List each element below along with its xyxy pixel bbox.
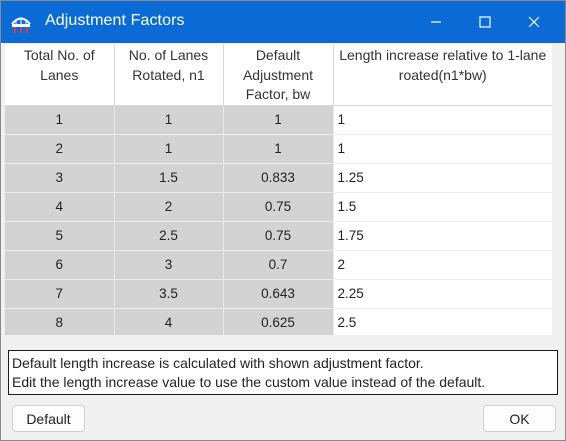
lanes-rotated-cell: 2.5: [114, 221, 224, 251]
bridge-app-icon: [10, 12, 32, 34]
table-row: 7 3.5 0.643 2.25: [5, 279, 552, 309]
window-title: Adjustment Factors: [45, 12, 185, 29]
length-increase-cell[interactable]: 2.25: [333, 279, 552, 309]
header-row: Total No. of Lanes No. of Lanes Rotated,…: [5, 44, 552, 106]
total-lanes-cell: 5: [5, 221, 115, 251]
info-message-line: Edit the length increase value to use th…: [12, 374, 486, 390]
lanes-rotated-cell: 1: [114, 134, 224, 164]
maximize-icon: [479, 16, 491, 28]
title-bar[interactable]: Adjustment Factors: [1, 1, 565, 43]
total-lanes-cell: 2: [5, 134, 115, 164]
ok-button[interactable]: OK: [483, 405, 556, 432]
column-header-lanes-rotated[interactable]: No. of Lanes Rotated, n1: [114, 44, 224, 106]
close-icon: [528, 16, 540, 28]
close-button[interactable]: [511, 1, 557, 43]
factors-table: Total No. of Lanes No. of Lanes Rotated,…: [5, 44, 552, 335]
maximize-button[interactable]: [462, 1, 508, 43]
lanes-rotated-cell: 3: [114, 250, 224, 280]
minimize-button[interactable]: [413, 1, 459, 43]
minimize-icon: [431, 21, 441, 23]
adjustment-factor-cell: 0.75: [223, 221, 334, 251]
table-row: 3 1.5 0.833 1.25: [5, 163, 552, 193]
length-increase-cell[interactable]: 1.25: [333, 163, 552, 193]
table-row: 2 1 1 1: [5, 134, 552, 164]
adjustment-factor-cell: 1: [223, 134, 334, 164]
default-button[interactable]: Default: [12, 405, 85, 432]
lanes-rotated-cell: 2: [114, 192, 224, 222]
adjustment-factor-cell: 0.833: [223, 163, 334, 193]
length-increase-cell[interactable]: 1.75: [333, 221, 552, 251]
adjustment-factor-cell: 0.75: [223, 192, 334, 222]
lanes-rotated-cell: 1.5: [114, 163, 224, 193]
length-increase-cell[interactable]: 1.5: [333, 192, 552, 222]
total-lanes-cell: 6: [5, 250, 115, 280]
length-increase-cell[interactable]: 2.5: [333, 308, 552, 335]
total-lanes-cell: 8: [5, 308, 115, 335]
adjustment-factor-cell: 0.625: [223, 308, 334, 335]
column-header-adjustment-factor[interactable]: Default Adjustment Factor, bw: [223, 44, 334, 106]
length-increase-cell[interactable]: 2: [333, 250, 552, 280]
table-row: 6 3 0.7 2: [5, 250, 552, 280]
table-row: 4 2 0.75 1.5: [5, 192, 552, 222]
total-lanes-cell: 3: [5, 163, 115, 193]
total-lanes-cell: 4: [5, 192, 115, 222]
lanes-rotated-cell: 3.5: [114, 279, 224, 309]
column-header-total-lanes[interactable]: Total No. of Lanes: [5, 44, 115, 106]
column-header-length-increase[interactable]: Length increase relative to 1-lane roate…: [333, 44, 552, 106]
length-increase-cell[interactable]: 1: [333, 134, 552, 164]
total-lanes-cell: 7: [5, 279, 115, 309]
table-row: 8 4 0.625 2.5: [5, 308, 552, 335]
info-message-line: Default length increase is calculated wi…: [12, 355, 424, 371]
adjustment-factors-grid[interactable]: Total No. of Lanes No. of Lanes Rotated,…: [5, 44, 552, 335]
lanes-rotated-cell: 4: [114, 308, 224, 335]
adjustment-factor-cell: 1: [223, 105, 334, 135]
table-row: 1 1 1 1: [5, 105, 552, 135]
total-lanes-cell: 1: [5, 105, 115, 135]
length-increase-cell[interactable]: 1: [333, 105, 552, 135]
adjustment-factor-cell: 0.643: [223, 279, 334, 309]
lanes-rotated-cell: 1: [114, 105, 224, 135]
info-message-box: Default length increase is calculated wi…: [8, 350, 558, 395]
adjustment-factor-cell: 0.7: [223, 250, 334, 280]
table-row: 5 2.5 0.75 1.75: [5, 221, 552, 251]
